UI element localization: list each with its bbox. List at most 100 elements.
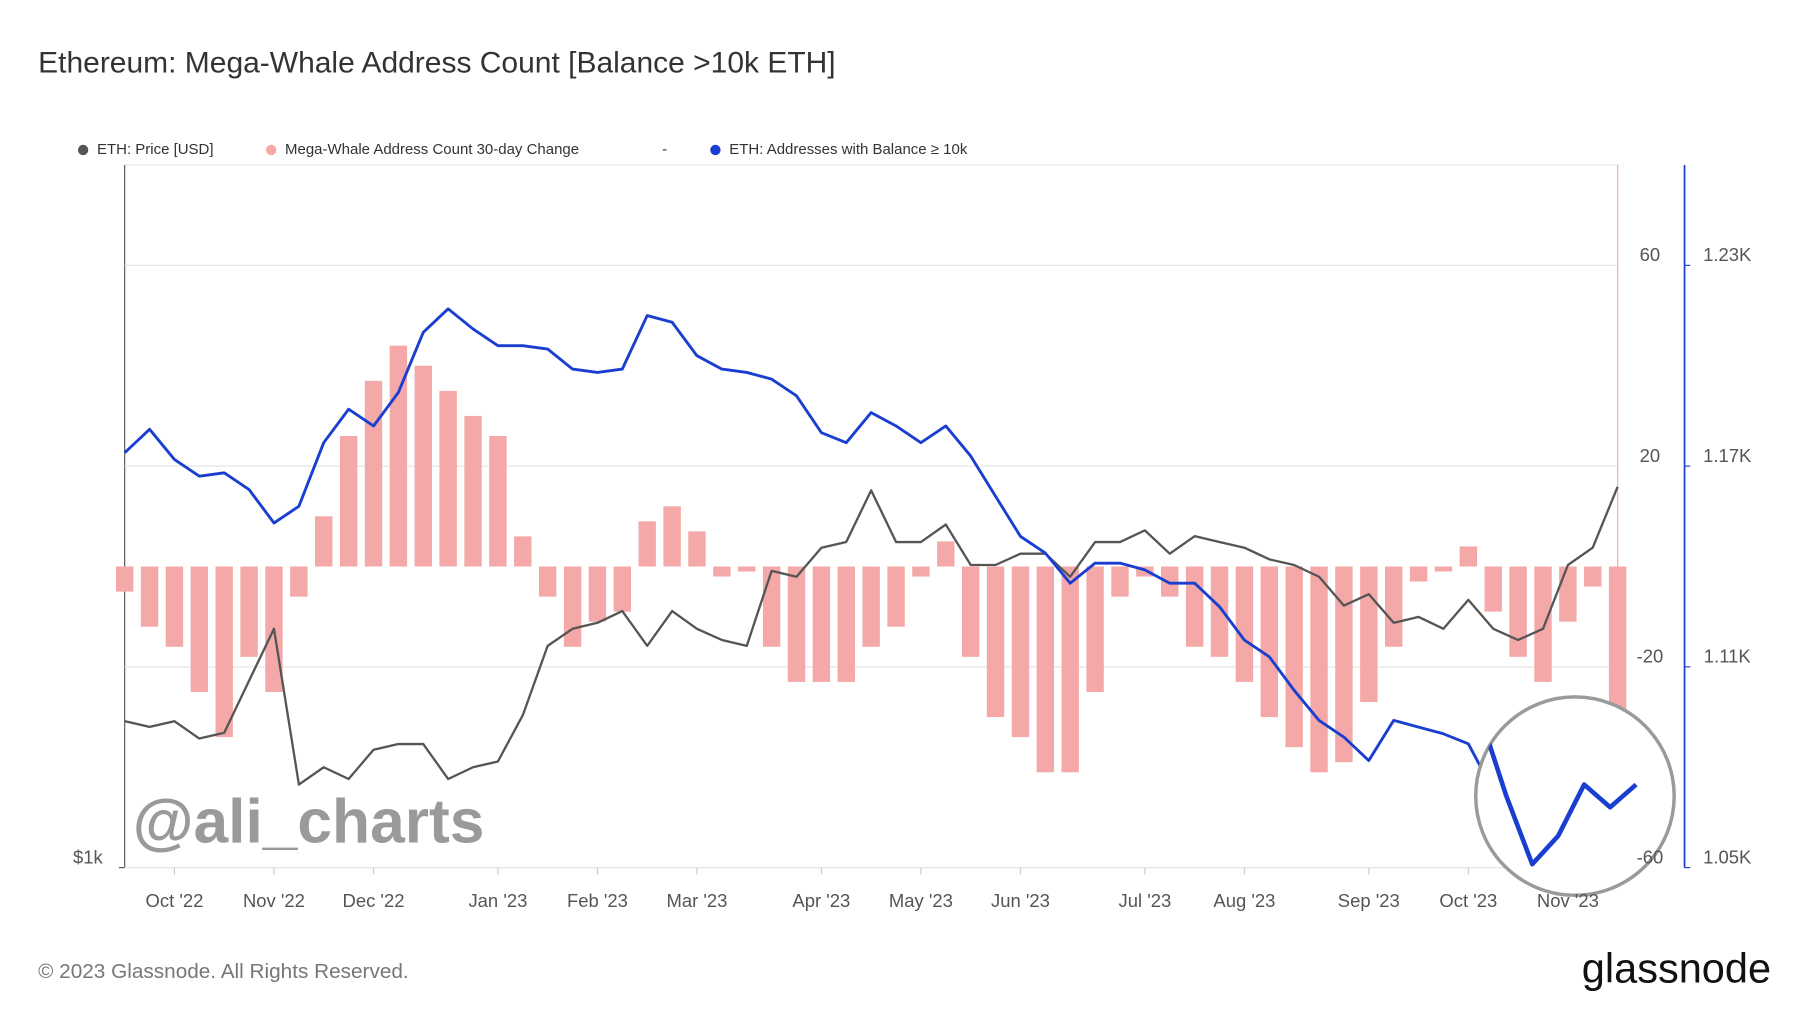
bar [439,390,457,567]
x-tick-label: Jul '23 [1118,890,1171,911]
bar [937,541,955,567]
bar [1086,566,1104,692]
bars [115,345,1627,853]
bar [663,506,681,567]
bar [588,566,607,622]
bar [538,566,557,597]
bar [414,365,432,567]
bar [1360,566,1378,703]
legend-separator: - [662,141,667,158]
bar [1534,566,1552,682]
legend-label: Mega-Whale Address Count 30-day Change [285,141,579,158]
legend-label: ETH: Price [USD] [97,141,214,158]
bar [688,531,706,567]
bar [563,566,582,647]
line [123,307,1619,833]
bar [1434,566,1453,572]
x-tick-label: Apr '23 [792,890,850,911]
bar [115,566,134,592]
bar [862,566,880,647]
legend-marker [710,144,721,156]
watermark: @ali_charts [133,788,485,857]
bar [1185,566,1204,647]
y3-tick-label: 1.17K [1703,445,1752,466]
bar [1111,566,1129,597]
x-tick-label: Nov '23 [1537,890,1599,911]
bar [190,566,209,692]
brand-logo: glassnode [1582,944,1771,991]
legend-marker [77,144,89,156]
bar [140,566,159,627]
bar [837,566,855,682]
bar [738,566,756,572]
bar [1484,566,1502,612]
bar [1509,566,1527,657]
bar [787,566,806,682]
legend-marker [266,144,277,156]
bar [613,566,632,612]
bar [1335,566,1353,763]
bar [762,566,781,647]
bar [389,345,408,567]
bar [912,566,930,577]
zoom-line [1478,715,1638,867]
line [124,486,1619,786]
y2-tick-label: -20 [1637,646,1664,667]
x-tick-label: Jun '23 [991,890,1050,911]
bar [1036,566,1055,773]
x-tick-label: Aug '23 [1213,890,1275,911]
y3-tick-label: 1.23K [1703,244,1752,265]
bar [489,436,507,567]
bar [1584,566,1602,587]
lines [123,307,1619,833]
bar [1459,546,1478,567]
y2-tick-label: -60 [1637,846,1664,867]
bar [1260,566,1278,718]
x-tick-label: Sep '23 [1338,890,1400,911]
x-tick-label: Mar '23 [666,890,727,911]
bar [1285,566,1303,748]
y-tick-label: $1k [73,846,104,867]
legend: ETH: Price [USD] Mega-Whale Address Count… [77,141,968,158]
bar [464,415,482,567]
ticks: $1k -60 -20 20 60 1.05K 1.11K 1.17K 1.23K Oct '22… [73,244,1752,911]
legend-label: ETH: Addresses with Balance ≥ 10k [729,141,968,158]
bar [339,436,358,567]
bar [638,521,656,567]
y3-tick-label: 1.11K [1704,646,1752,667]
bar [1235,566,1254,682]
bar [514,536,532,567]
bar [1061,566,1079,773]
bar [240,566,258,657]
y3-tick-label: 1.05K [1703,846,1752,867]
zoom-inset [1478,715,1638,867]
bar [1210,566,1229,657]
bar [215,566,233,738]
x-tick-label: Jan '23 [468,890,527,911]
x-tick-label: Oct '23 [1439,890,1497,911]
bar [961,566,980,657]
bar [812,566,831,682]
chart-title: Ethereum: Mega-Whale Address Count [Bala… [38,47,836,80]
bar [364,380,383,567]
bar [290,566,308,597]
bar [887,566,905,627]
x-tick-label: Nov '22 [243,890,305,911]
y2-tick-label: 20 [1640,445,1661,466]
bar [1161,566,1179,597]
x-tick-label: Dec '22 [343,890,405,911]
bar [986,566,1005,718]
bar [315,516,333,567]
bar [713,566,731,577]
footer: © 2023 Glassnode. All Rights Reserved. [38,960,409,983]
bar [1310,566,1328,773]
bar [1559,566,1577,622]
bar [1409,566,1428,582]
x-tick-label: May '23 [889,890,953,911]
bar [1384,566,1403,647]
x-tick-label: Feb '23 [567,890,628,911]
y2-tick-label: 60 [1640,244,1661,265]
bar [165,566,184,647]
